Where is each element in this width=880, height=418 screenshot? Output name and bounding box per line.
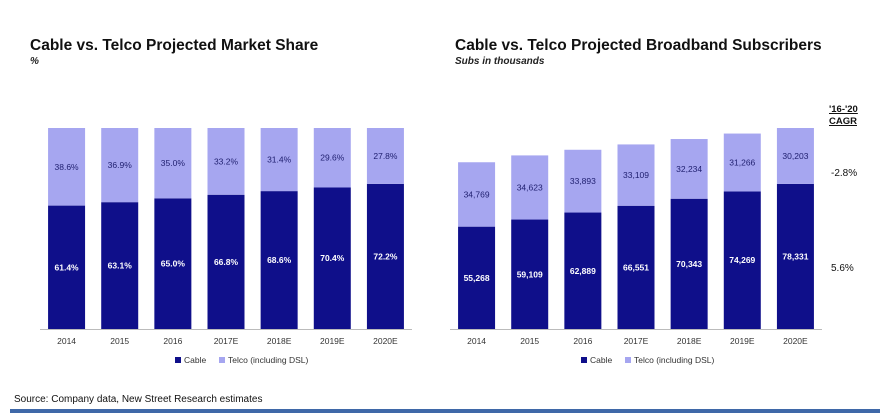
left-bar-telco-2014 [48, 128, 86, 206]
left-bar-cable-2017E [207, 194, 245, 329]
right-chart-title: Cable vs. Telco Projected Broadband Subs… [455, 37, 822, 54]
right-legend-telco-label: Telco (including DSL) [634, 355, 714, 365]
left-label-telco-2020E: 27.8% [373, 151, 398, 161]
left-bar-telco-2019E [313, 128, 351, 188]
left-legend-telco-swatch [219, 357, 225, 363]
right-bar-telco-2015 [511, 155, 549, 220]
right-label-cable-2015: 59,109 [517, 269, 543, 279]
left-tick-2017E: 2017E [214, 336, 239, 346]
left-label-telco-2017E: 33.2% [214, 156, 239, 166]
left-tick-2016: 2016 [163, 336, 182, 346]
right-bar-cable-2014 [458, 226, 496, 329]
right-bar-cable-2020E [776, 183, 814, 329]
cagr-header-period: '16-'20 [829, 104, 858, 115]
right-tick-2017E: 2017E [624, 336, 649, 346]
right-bar-telco-2019E [723, 133, 761, 192]
left-tick-2018E: 2018E [267, 336, 292, 346]
right-bar-telco-2020E [776, 128, 814, 184]
left-bar-cable-2016 [154, 198, 192, 329]
left-bar-cable-2019E [313, 187, 351, 329]
bottom-rule [10, 409, 880, 413]
left-chart-subtitle: % [30, 56, 39, 67]
left-label-cable-2015: 63.1% [108, 261, 133, 271]
right-label-cable-2020E: 78,331 [782, 251, 808, 261]
left-bar-cable-2020E [366, 183, 404, 329]
source-note: Source: Company data, New Street Researc… [14, 394, 263, 405]
left-bar-telco-2015 [101, 128, 139, 203]
right-bar-telco-2017E [617, 144, 655, 206]
right-bar-telco-2018E [670, 139, 708, 199]
left-label-telco-2016: 35.0% [161, 158, 186, 168]
left-bar-telco-2016 [154, 128, 192, 199]
left-legend-cable-label: Cable [184, 355, 206, 365]
left-label-cable-2017E: 66.8% [214, 257, 239, 267]
left-bar-telco-2018E [260, 128, 298, 192]
left-label-cable-2020E: 72.2% [373, 251, 398, 261]
cagr-telco-value: -2.8% [831, 168, 858, 179]
cagr-header: '16-'20 CAGR [829, 104, 858, 128]
right-bar-telco-2016 [564, 149, 602, 213]
left-bar-telco-2017E [207, 128, 245, 195]
left-label-cable-2016: 65.0% [161, 259, 186, 269]
right-label-telco-2020E: 30,203 [782, 151, 808, 161]
left-bar-cable-2018E [260, 191, 298, 329]
cagr-cable-value: 5.6% [831, 263, 854, 274]
right-bar-cable-2019E [723, 191, 761, 329]
left-tick-2019E: 2019E [320, 336, 345, 346]
left-legend-cable-swatch [175, 357, 181, 363]
right-label-cable-2016: 62,889 [570, 266, 596, 276]
left-label-telco-2019E: 29.6% [320, 153, 345, 163]
right-legend-cable-label: Cable [590, 355, 612, 365]
right-tick-2019E: 2019E [730, 336, 755, 346]
left-label-cable-2014: 61.4% [55, 262, 80, 272]
left-bar-telco-2020E [366, 128, 404, 184]
right-label-cable-2018E: 70,343 [676, 259, 702, 269]
right-label-cable-2019E: 74,269 [729, 255, 755, 265]
left-tick-2015: 2015 [110, 336, 129, 346]
left-tick-2014: 2014 [57, 336, 76, 346]
left-chart-title: Cable vs. Telco Projected Market Share [30, 37, 319, 54]
right-label-telco-2018E: 32,234 [676, 164, 702, 174]
cagr-header-label: CAGR [829, 116, 857, 127]
right-bar-cable-2018E [670, 198, 708, 329]
right-label-cable-2014: 55,268 [464, 273, 490, 283]
right-label-telco-2019E: 31,266 [729, 158, 755, 168]
right-tick-2020E: 2020E [783, 336, 808, 346]
right-legend-telco-swatch [625, 357, 631, 363]
right-label-telco-2014: 34,769 [464, 189, 490, 199]
right-bar-cable-2016 [564, 212, 602, 329]
right-chart-subtitle: Subs in thousands [455, 56, 545, 67]
right-tick-2018E: 2018E [677, 336, 702, 346]
left-bar-cable-2014 [48, 205, 86, 329]
right-tick-2015: 2015 [520, 336, 539, 346]
right-bar-telco-2014 [458, 162, 496, 227]
right-tick-2016: 2016 [573, 336, 592, 346]
left-tick-2020E: 2020E [373, 336, 398, 346]
right-label-telco-2016: 33,893 [570, 176, 596, 186]
right-tick-2014: 2014 [467, 336, 486, 346]
right-legend-cable-swatch [581, 357, 587, 363]
right-bar-cable-2017E [617, 205, 655, 329]
right-label-telco-2015: 34,623 [517, 182, 543, 192]
left-label-telco-2014: 38.6% [55, 162, 80, 172]
right-bar-cable-2015 [511, 219, 549, 329]
left-legend-telco-label: Telco (including DSL) [228, 355, 308, 365]
right-label-telco-2017E: 33,109 [623, 170, 649, 180]
left-label-telco-2015: 36.9% [108, 160, 133, 170]
left-label-cable-2019E: 70.4% [320, 253, 345, 263]
left-label-cable-2018E: 68.6% [267, 255, 292, 265]
left-label-telco-2018E: 31.4% [267, 155, 292, 165]
left-bar-cable-2015 [101, 202, 139, 329]
right-label-cable-2017E: 66,551 [623, 262, 649, 272]
